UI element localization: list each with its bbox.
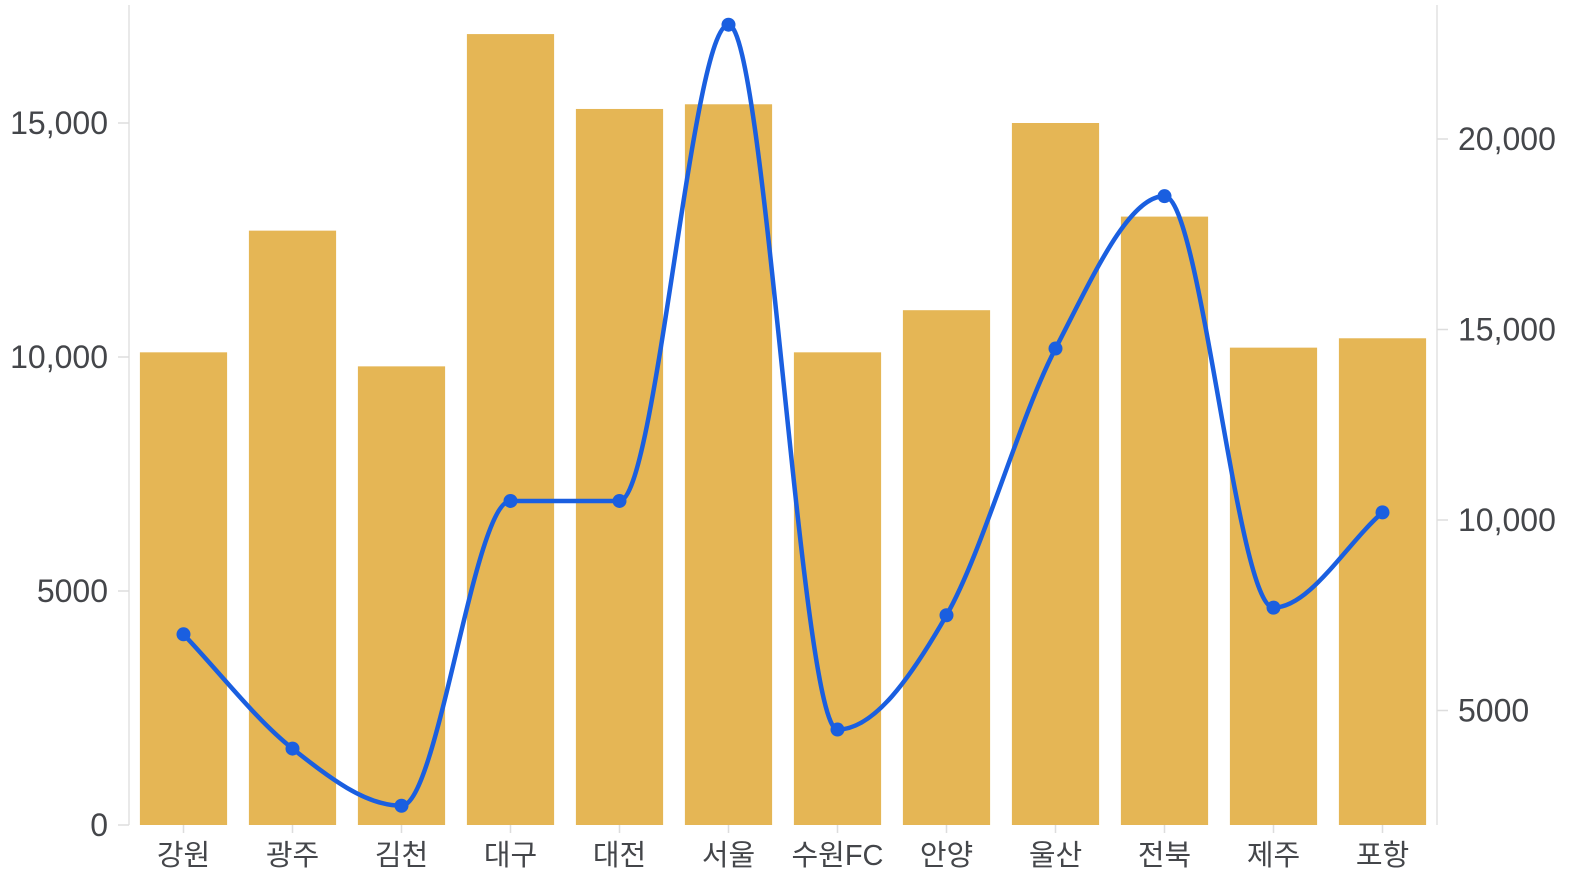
svg-text:20,000: 20,000: [1458, 121, 1556, 157]
svg-text:안양: 안양: [920, 840, 973, 872]
svg-text:서울: 서울: [702, 840, 755, 872]
svg-text:포항: 포항: [1356, 840, 1409, 872]
svg-text:전북: 전북: [1138, 840, 1191, 872]
svg-text:15,000: 15,000: [1458, 312, 1556, 348]
svg-text:10,000: 10,000: [10, 339, 108, 375]
svg-text:5000: 5000: [37, 573, 108, 609]
svg-text:김천: 김천: [375, 840, 428, 872]
svg-text:강원: 강원: [157, 840, 210, 872]
svg-text:제주: 제주: [1247, 840, 1300, 872]
svg-text:울산: 울산: [1029, 840, 1082, 872]
svg-text:5000: 5000: [1458, 693, 1529, 729]
svg-text:광주: 광주: [266, 840, 319, 872]
svg-text:대구: 대구: [484, 839, 537, 872]
svg-text:대전: 대전: [593, 839, 646, 872]
svg-text:15,000: 15,000: [10, 105, 108, 141]
svg-text:수원FC: 수원FC: [791, 840, 883, 872]
svg-text:10,000: 10,000: [1458, 502, 1556, 538]
svg-text:0: 0: [90, 807, 108, 843]
